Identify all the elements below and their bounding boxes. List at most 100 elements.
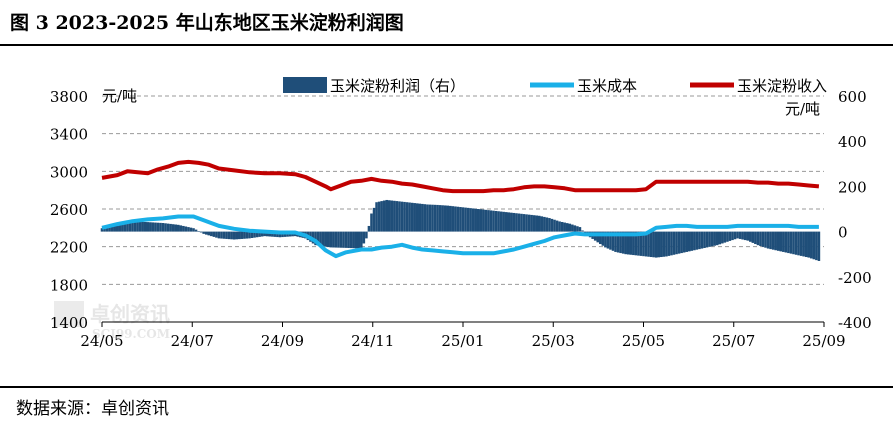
profit-bar — [258, 231, 261, 237]
profit-bar — [192, 228, 195, 232]
profit-bar — [599, 231, 602, 245]
legend-profit-swatch — [283, 77, 327, 93]
profit-bar — [423, 204, 427, 232]
profit-bar — [548, 218, 551, 232]
x-tick-label: 24/11 — [351, 332, 394, 350]
data-source: 数据来源：卓创资讯 — [16, 399, 169, 419]
profit-bar — [784, 231, 788, 253]
profit-bar — [187, 227, 190, 232]
profit-bar — [621, 231, 625, 254]
profit-bar — [324, 231, 327, 247]
profit-bar — [695, 231, 699, 250]
profit-bar — [817, 231, 821, 261]
profit-bar — [426, 204, 429, 232]
profit-bar — [194, 229, 198, 232]
y-right-tick-label: 400 — [838, 133, 867, 151]
profit-bar — [123, 222, 127, 232]
profit-bar — [217, 231, 221, 239]
profit-bar — [408, 202, 411, 232]
profit-bar — [349, 231, 353, 249]
profit-bar — [756, 231, 760, 246]
profit-bar — [360, 231, 363, 249]
profit-bar — [576, 226, 579, 232]
profit-bar — [754, 231, 757, 245]
profit-bar — [136, 221, 139, 232]
profit-bar — [403, 201, 406, 232]
profit-bar — [314, 231, 317, 246]
profit-bar — [220, 231, 223, 239]
profit-bar — [715, 231, 719, 246]
profit-bar — [685, 231, 688, 252]
x-tick-label: 25/03 — [532, 332, 575, 350]
profit-bar — [329, 231, 333, 248]
profit-bar — [776, 231, 780, 251]
profit-bar — [232, 231, 236, 240]
profit-bar — [797, 231, 800, 256]
profit-bar — [479, 209, 483, 232]
profit-bar — [365, 231, 368, 239]
profit-bar — [466, 207, 470, 232]
profit-bar — [675, 231, 678, 255]
profit-bar — [377, 201, 381, 232]
corn-cost-line — [101, 214, 819, 259]
profit-bar — [639, 231, 643, 256]
profit-bar — [250, 231, 254, 239]
profit-bar — [703, 231, 706, 248]
profit-bar — [415, 203, 419, 232]
profit-bar — [700, 231, 704, 249]
profit-bar — [319, 231, 322, 246]
watermark-icon — [54, 301, 84, 327]
axes: 24/05 24/07 24/09 24/11 25/01 25/03 25/05 25/07… — [50, 88, 872, 350]
profit-bar — [789, 231, 793, 254]
profit-bar — [642, 231, 645, 257]
profit-bar — [456, 206, 460, 232]
profit-bar — [421, 203, 424, 232]
y-left-tick-label: 2600 — [50, 201, 88, 219]
y-right-tick-label: 200 — [838, 178, 867, 196]
profit-bar — [527, 214, 531, 232]
y-right-tick-label: -200 — [838, 269, 872, 287]
profit-bar — [115, 223, 119, 232]
profit-bar — [774, 231, 777, 251]
profit-bar — [428, 204, 432, 232]
profit-bar — [619, 231, 622, 254]
profit-bar — [487, 210, 490, 232]
profit-bar — [810, 231, 813, 259]
profit-bar — [151, 222, 155, 232]
profit-bar — [771, 231, 775, 250]
profit-bar — [794, 231, 798, 255]
profit-bar — [558, 221, 561, 232]
profit-bar — [573, 225, 577, 232]
profit-bar — [499, 211, 503, 232]
profit-bar — [731, 231, 734, 241]
profit-bar — [446, 205, 450, 232]
profit-bar — [751, 231, 755, 243]
profit-bar — [482, 209, 485, 232]
profit-bar — [779, 231, 783, 252]
profit-bar — [164, 223, 167, 232]
profit-bar — [517, 213, 521, 232]
profit-bar — [733, 231, 737, 240]
profit-bar — [680, 231, 683, 254]
profit-bar — [504, 212, 508, 232]
profit-bar — [815, 231, 818, 261]
profit-bar — [690, 231, 694, 251]
profit-bar — [512, 212, 516, 232]
profit-bar — [227, 231, 231, 240]
profit-bar — [357, 231, 361, 249]
profit-bar — [199, 231, 203, 233]
profit-bar — [207, 231, 211, 236]
profit-bar — [489, 210, 493, 232]
profit-bar — [362, 231, 366, 244]
profit-bar — [321, 231, 325, 247]
profit-bar — [670, 231, 673, 256]
profit-bar — [611, 231, 615, 251]
profit-bar — [718, 231, 722, 245]
legend: 玉米淀粉利润（右） 玉米成本 玉米淀粉收入 — [283, 77, 827, 95]
profit-bar — [746, 231, 750, 241]
profit-bar — [354, 231, 358, 249]
series-lines — [101, 159, 820, 259]
profit-bar — [713, 231, 716, 246]
profit-bar — [263, 231, 266, 237]
